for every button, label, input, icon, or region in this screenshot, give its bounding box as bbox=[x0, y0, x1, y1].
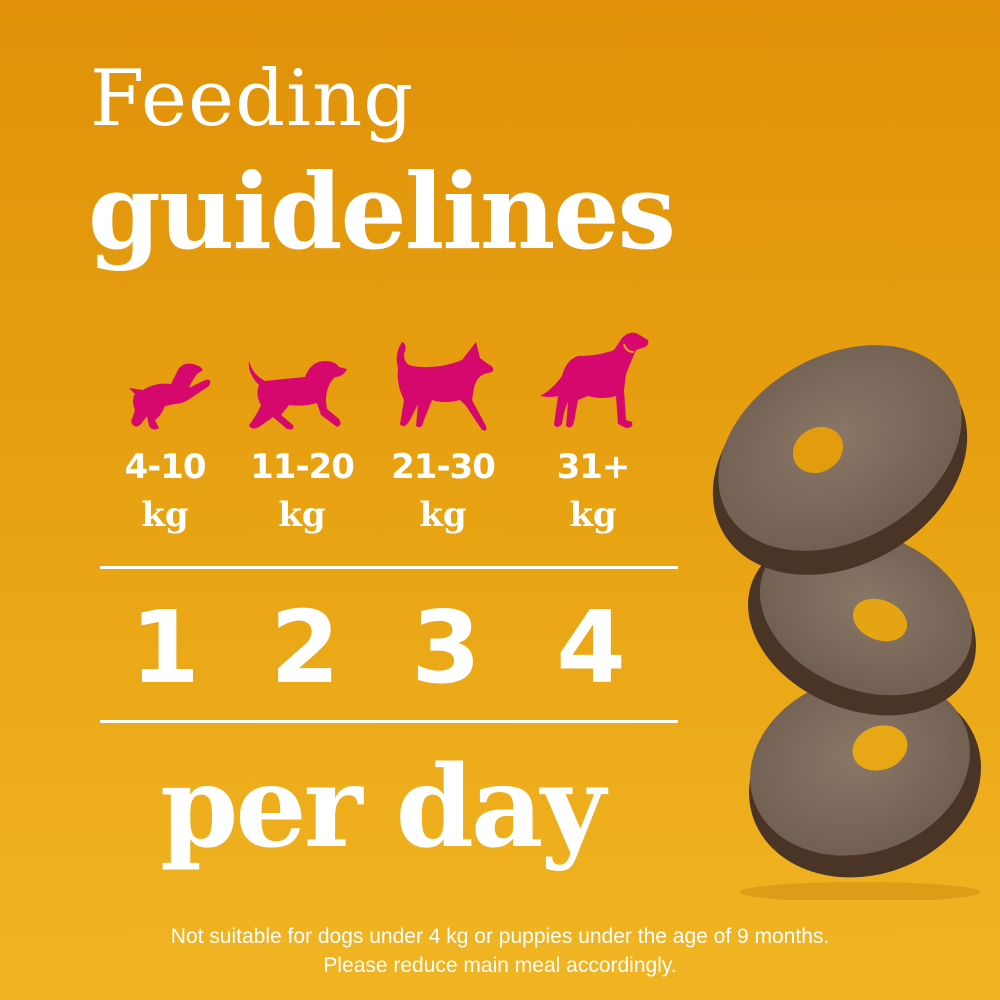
weight-unit-4: kg bbox=[569, 495, 617, 535]
weight-range-1: 4-10 bbox=[124, 447, 206, 487]
treat-image bbox=[712, 345, 982, 900]
weight-range-3: 21-30 bbox=[391, 447, 496, 487]
large-dog-icon bbox=[540, 332, 649, 428]
title-guidelines: guidelines bbox=[88, 150, 676, 273]
per-day-label: per day bbox=[160, 742, 606, 873]
weight-unit-2: kg bbox=[278, 495, 326, 535]
small-dog-icon bbox=[248, 361, 347, 430]
disclaimer-line-1: Not suitable for dogs under 4 kg or pupp… bbox=[170, 925, 830, 948]
title-feeding: Feeding bbox=[90, 54, 415, 144]
divider-bottom bbox=[100, 720, 678, 723]
weight-range-2: 11-20 bbox=[250, 447, 355, 487]
medium-dog-icon bbox=[396, 342, 494, 431]
weight-range-4: 31+ bbox=[556, 447, 631, 487]
weight-unit-3: kg bbox=[419, 495, 467, 535]
amount-4: 4 bbox=[556, 589, 626, 706]
amount-2: 2 bbox=[270, 589, 340, 706]
amount-3: 3 bbox=[411, 589, 481, 706]
amount-1: 1 bbox=[130, 589, 200, 706]
divider-top bbox=[100, 566, 678, 569]
disclaimer-line-2: Please reduce main meal accordingly. bbox=[323, 954, 677, 977]
puppy-icon bbox=[129, 363, 211, 430]
weight-unit-1: kg bbox=[141, 495, 189, 535]
